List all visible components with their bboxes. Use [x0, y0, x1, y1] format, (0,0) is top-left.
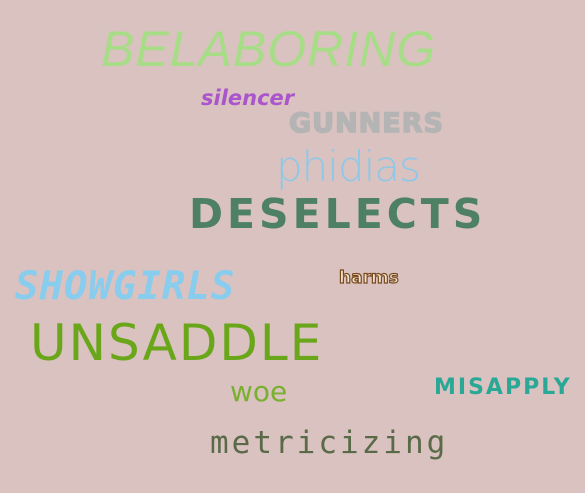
word-woe: woe [230, 375, 288, 408]
word-misapply: MISAPPLY [434, 375, 572, 400]
word-unsaddle: UNSADDLE [30, 314, 324, 372]
word-metricizing: metricizing [210, 425, 449, 461]
word-silencer: silencer [201, 86, 295, 110]
word-deselects: DESELECTS [189, 190, 487, 238]
word-showgirls: SHOWGIRLS [15, 264, 236, 309]
word-phidias: phidias [276, 142, 421, 191]
word-belaboring: BELABORING [101, 21, 437, 77]
word-harms: harms [338, 268, 399, 288]
word-gunners: GUNNERS [288, 108, 444, 139]
